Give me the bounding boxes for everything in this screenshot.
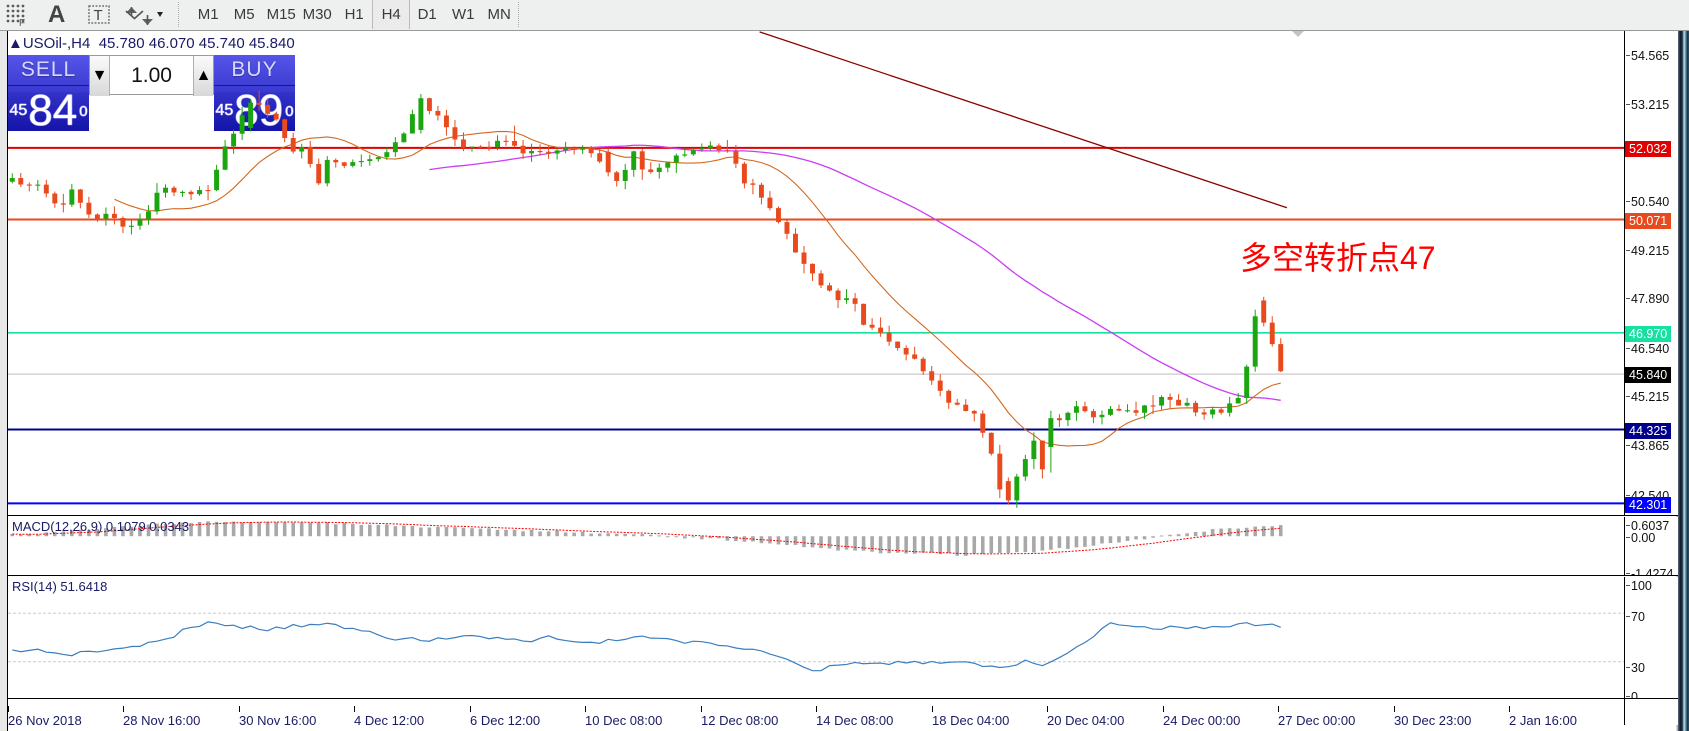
svg-text:多空转折点47: 多空转折点47 (1240, 240, 1436, 276)
svg-text:T: T (94, 7, 103, 24)
svg-text:F: F (19, 18, 25, 26)
